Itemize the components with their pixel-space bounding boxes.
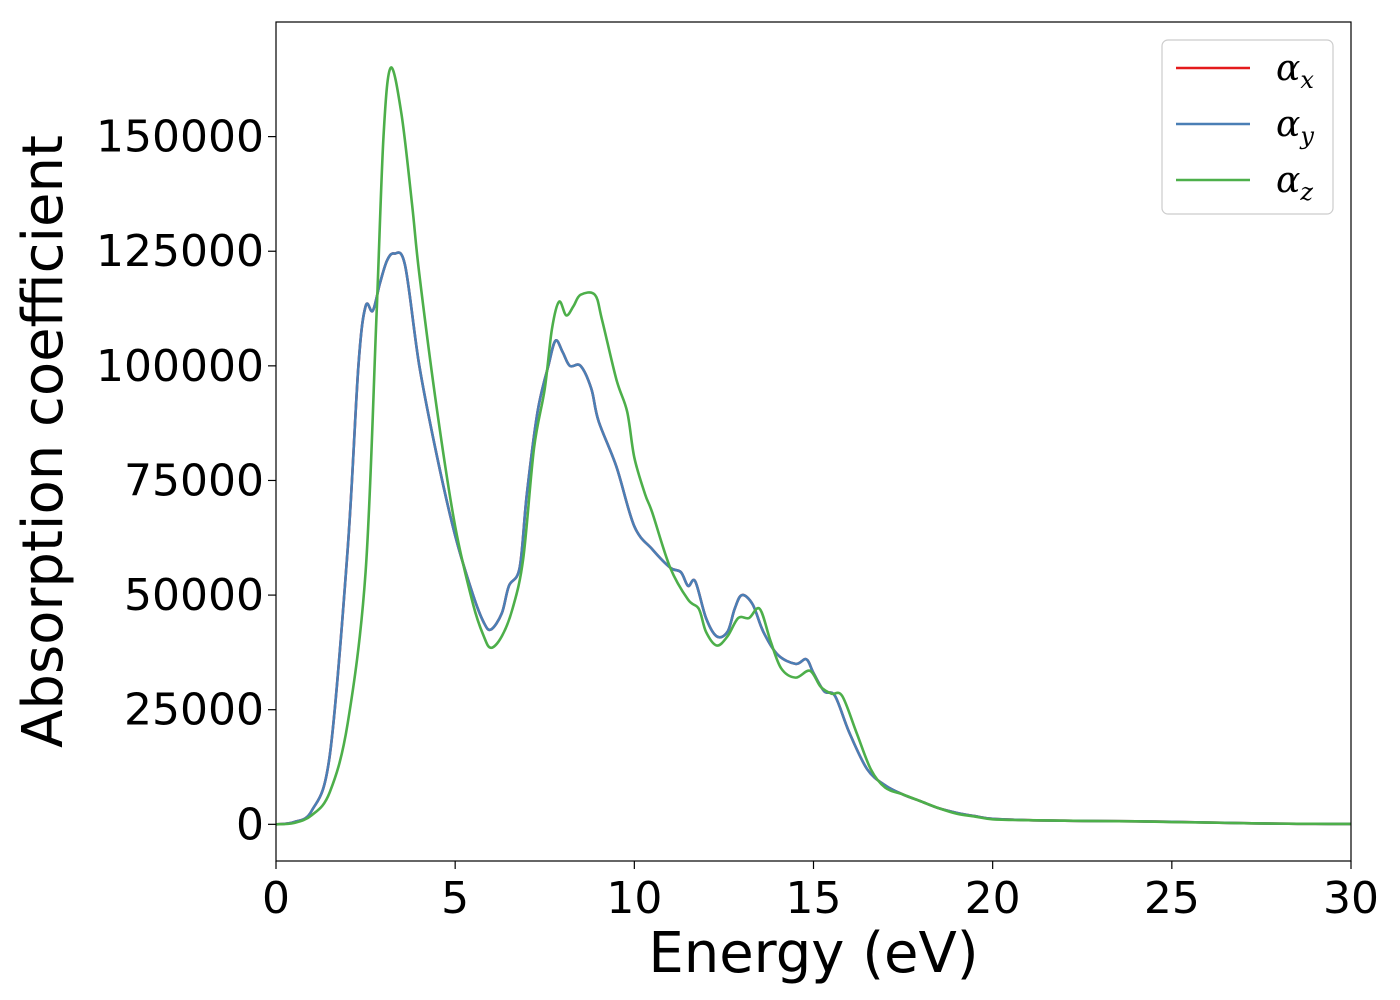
legend-label-x: αx bbox=[1276, 48, 1314, 94]
x-tick-label: 5 bbox=[441, 873, 469, 924]
series-line-y bbox=[275, 251, 1352, 826]
x-tick-label: 30 bbox=[1323, 873, 1379, 924]
y-tick-label: 25000 bbox=[124, 685, 264, 736]
series-line-z bbox=[275, 66, 1352, 826]
legend: αx αy αz bbox=[1161, 39, 1334, 215]
series-line-x bbox=[275, 251, 1352, 826]
x-tick-label: 10 bbox=[606, 873, 662, 924]
y-tick-label: 125000 bbox=[96, 226, 264, 277]
y-axis-title: Absorption coefficient bbox=[11, 135, 76, 748]
y-tick-label: 0 bbox=[236, 799, 264, 850]
y-tick-label: 100000 bbox=[96, 341, 264, 392]
x-tick-label: 0 bbox=[262, 873, 290, 924]
x-tick-label: 20 bbox=[965, 873, 1021, 924]
y-axis-ticks: 0 25000 50000 75000 100000 125000 150000 bbox=[96, 112, 276, 850]
y-tick-label: 75000 bbox=[124, 455, 264, 506]
legend-label-y: αy bbox=[1276, 104, 1314, 150]
series-layer bbox=[275, 66, 1352, 826]
legend-label-z: αz bbox=[1276, 160, 1313, 206]
x-axis-ticks: 0 5 10 15 20 25 30 bbox=[262, 861, 1379, 924]
x-tick-label: 25 bbox=[1144, 873, 1200, 924]
x-tick-label: 15 bbox=[786, 873, 842, 924]
y-tick-label: 50000 bbox=[124, 570, 264, 621]
x-axis-title: Energy (eV) bbox=[648, 921, 978, 986]
legend-box bbox=[1161, 39, 1334, 215]
y-tick-label: 150000 bbox=[96, 112, 264, 163]
